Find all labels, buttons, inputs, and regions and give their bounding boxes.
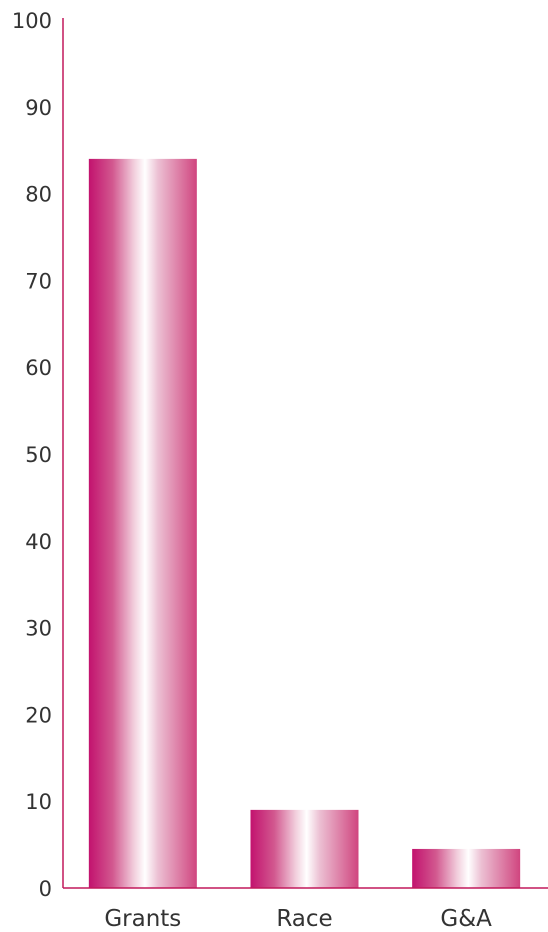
y-tick-label: 0 bbox=[39, 877, 52, 901]
y-tick-label: 80 bbox=[25, 183, 52, 207]
x-category-label: Grants bbox=[104, 906, 181, 932]
y-tick-label: 50 bbox=[25, 443, 52, 467]
y-tick-label: 100 bbox=[12, 9, 52, 33]
y-tick-label: 40 bbox=[25, 530, 52, 554]
y-tick-label: 10 bbox=[25, 790, 52, 814]
y-tick-label: 20 bbox=[25, 703, 52, 727]
y-axis-ticks: 0 10 20 30 40 50 60 70 80 90 100 bbox=[12, 9, 52, 901]
bar bbox=[88, 158, 197, 888]
y-tick-label: 30 bbox=[25, 617, 52, 641]
bar bbox=[250, 809, 359, 888]
x-category-label: Race bbox=[276, 906, 332, 932]
bar bbox=[412, 848, 521, 888]
x-category-label: G&A bbox=[440, 906, 492, 932]
category-labels: Grants Race G&A bbox=[104, 906, 492, 932]
y-tick-label: 70 bbox=[25, 269, 52, 293]
bars bbox=[88, 158, 521, 888]
y-tick-label: 90 bbox=[25, 96, 52, 120]
y-tick-label: 60 bbox=[25, 356, 52, 380]
